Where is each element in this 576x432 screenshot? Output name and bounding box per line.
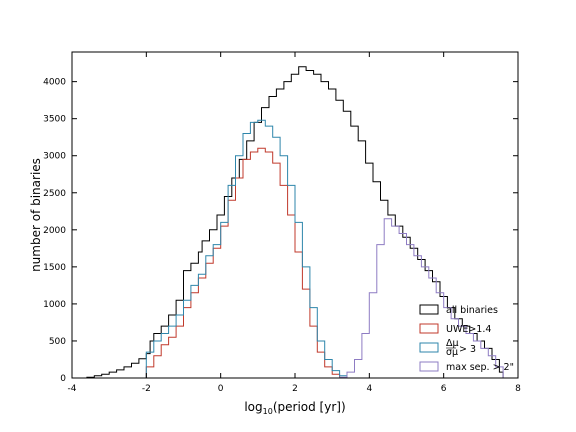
legend-label-0: all binaries bbox=[446, 305, 498, 316]
x-tick-label: 6 bbox=[441, 384, 447, 394]
x-tick-label: 8 bbox=[515, 384, 521, 394]
y-tick-label: 3500 bbox=[43, 115, 66, 125]
y-tick-label: 3000 bbox=[43, 152, 66, 162]
series-line-1 bbox=[145, 147, 341, 378]
x-tick-label: -2 bbox=[142, 384, 151, 394]
axes: -4 -2 0 2 4 6 8 0 500 1000 1500 2000 2500 3000 3500 400… bbox=[29, 51, 521, 416]
plot-area bbox=[86, 66, 504, 378]
y-tick-label: 4000 bbox=[43, 78, 66, 88]
legend-swatch-2 bbox=[419, 342, 439, 353]
y-axis-label: number of binaries bbox=[29, 158, 43, 272]
svg-text:Δμ: Δμ bbox=[446, 338, 459, 349]
legend-swatch-3 bbox=[419, 361, 439, 372]
y-tick-label: 500 bbox=[49, 337, 66, 347]
y-tick-label: 1000 bbox=[43, 300, 66, 310]
y-tick-label: 2500 bbox=[43, 189, 66, 199]
y-tick-label: 0 bbox=[60, 374, 66, 384]
x-tick-label: 4 bbox=[366, 384, 372, 394]
x-tick-label: 0 bbox=[218, 384, 224, 394]
series-line-3 bbox=[339, 218, 504, 378]
y-tick-label: 1500 bbox=[43, 263, 66, 273]
legend-swatch-0 bbox=[419, 304, 439, 315]
y-tick-label: 2000 bbox=[43, 226, 66, 236]
svg-text:σμ: σμ bbox=[446, 347, 458, 358]
x-tick-label: 2 bbox=[292, 384, 298, 394]
x-axis-label: log10(period [yr]) bbox=[244, 400, 345, 416]
x-tick-label: -4 bbox=[68, 384, 77, 394]
legend-swatch-1 bbox=[419, 323, 439, 334]
svg-text:> 3: > 3 bbox=[459, 344, 476, 355]
legend-label-1: UWE>1.4 bbox=[446, 324, 491, 335]
series-line-2 bbox=[145, 119, 348, 378]
legend-label-3: max sep. > 2" bbox=[446, 362, 514, 373]
